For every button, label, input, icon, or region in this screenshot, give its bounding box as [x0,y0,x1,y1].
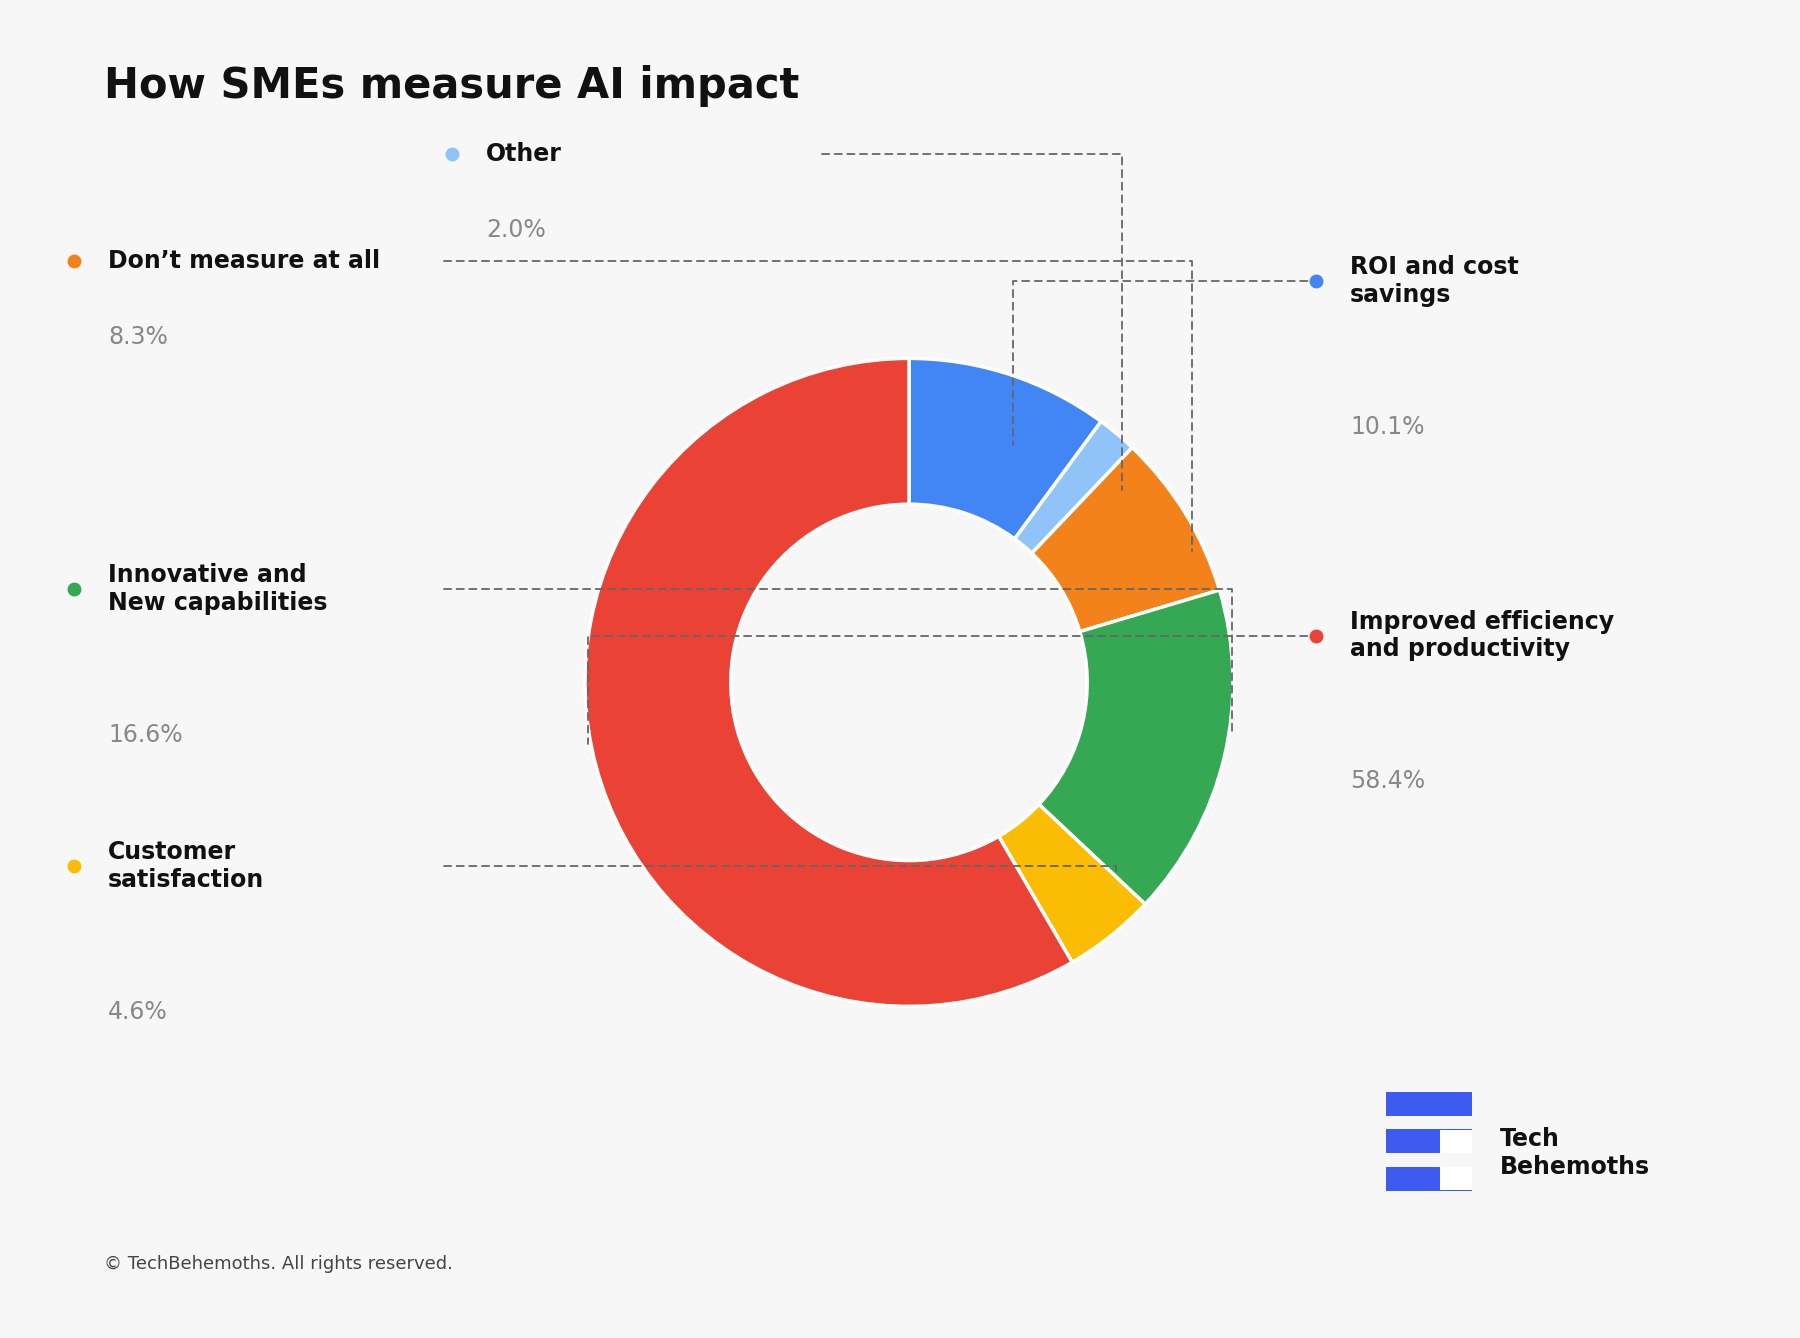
Wedge shape [909,359,1102,539]
Bar [1440,1167,1472,1191]
Wedge shape [585,359,1073,1006]
Bar [1440,1129,1472,1153]
Bar [1386,1167,1472,1191]
Text: How SMEs measure AI impact: How SMEs measure AI impact [104,66,799,107]
Text: Other: Other [486,142,562,166]
Text: Customer
satisfaction: Customer satisfaction [108,840,265,891]
Wedge shape [1039,590,1233,904]
Bar [1386,1092,1472,1116]
Text: 2.0%: 2.0% [486,218,545,242]
Text: 8.3%: 8.3% [108,325,167,349]
Text: 10.1%: 10.1% [1350,415,1424,439]
Text: ROI and cost
savings: ROI and cost savings [1350,256,1519,306]
Text: Innovative and
New capabilities: Innovative and New capabilities [108,563,328,614]
Text: © TechBehemoths. All rights reserved.: © TechBehemoths. All rights reserved. [104,1255,454,1274]
Text: Improved efficiency
and productivity: Improved efficiency and productivity [1350,610,1615,661]
Text: 4.6%: 4.6% [108,999,167,1024]
Wedge shape [999,804,1145,962]
Text: Tech
Behemoths: Tech Behemoths [1499,1128,1649,1179]
Wedge shape [1031,448,1220,632]
Text: 16.6%: 16.6% [108,723,182,747]
Text: Don’t measure at all: Don’t measure at all [108,249,380,273]
Wedge shape [1015,421,1132,553]
Text: 58.4%: 58.4% [1350,769,1426,793]
Bar [1386,1129,1472,1153]
